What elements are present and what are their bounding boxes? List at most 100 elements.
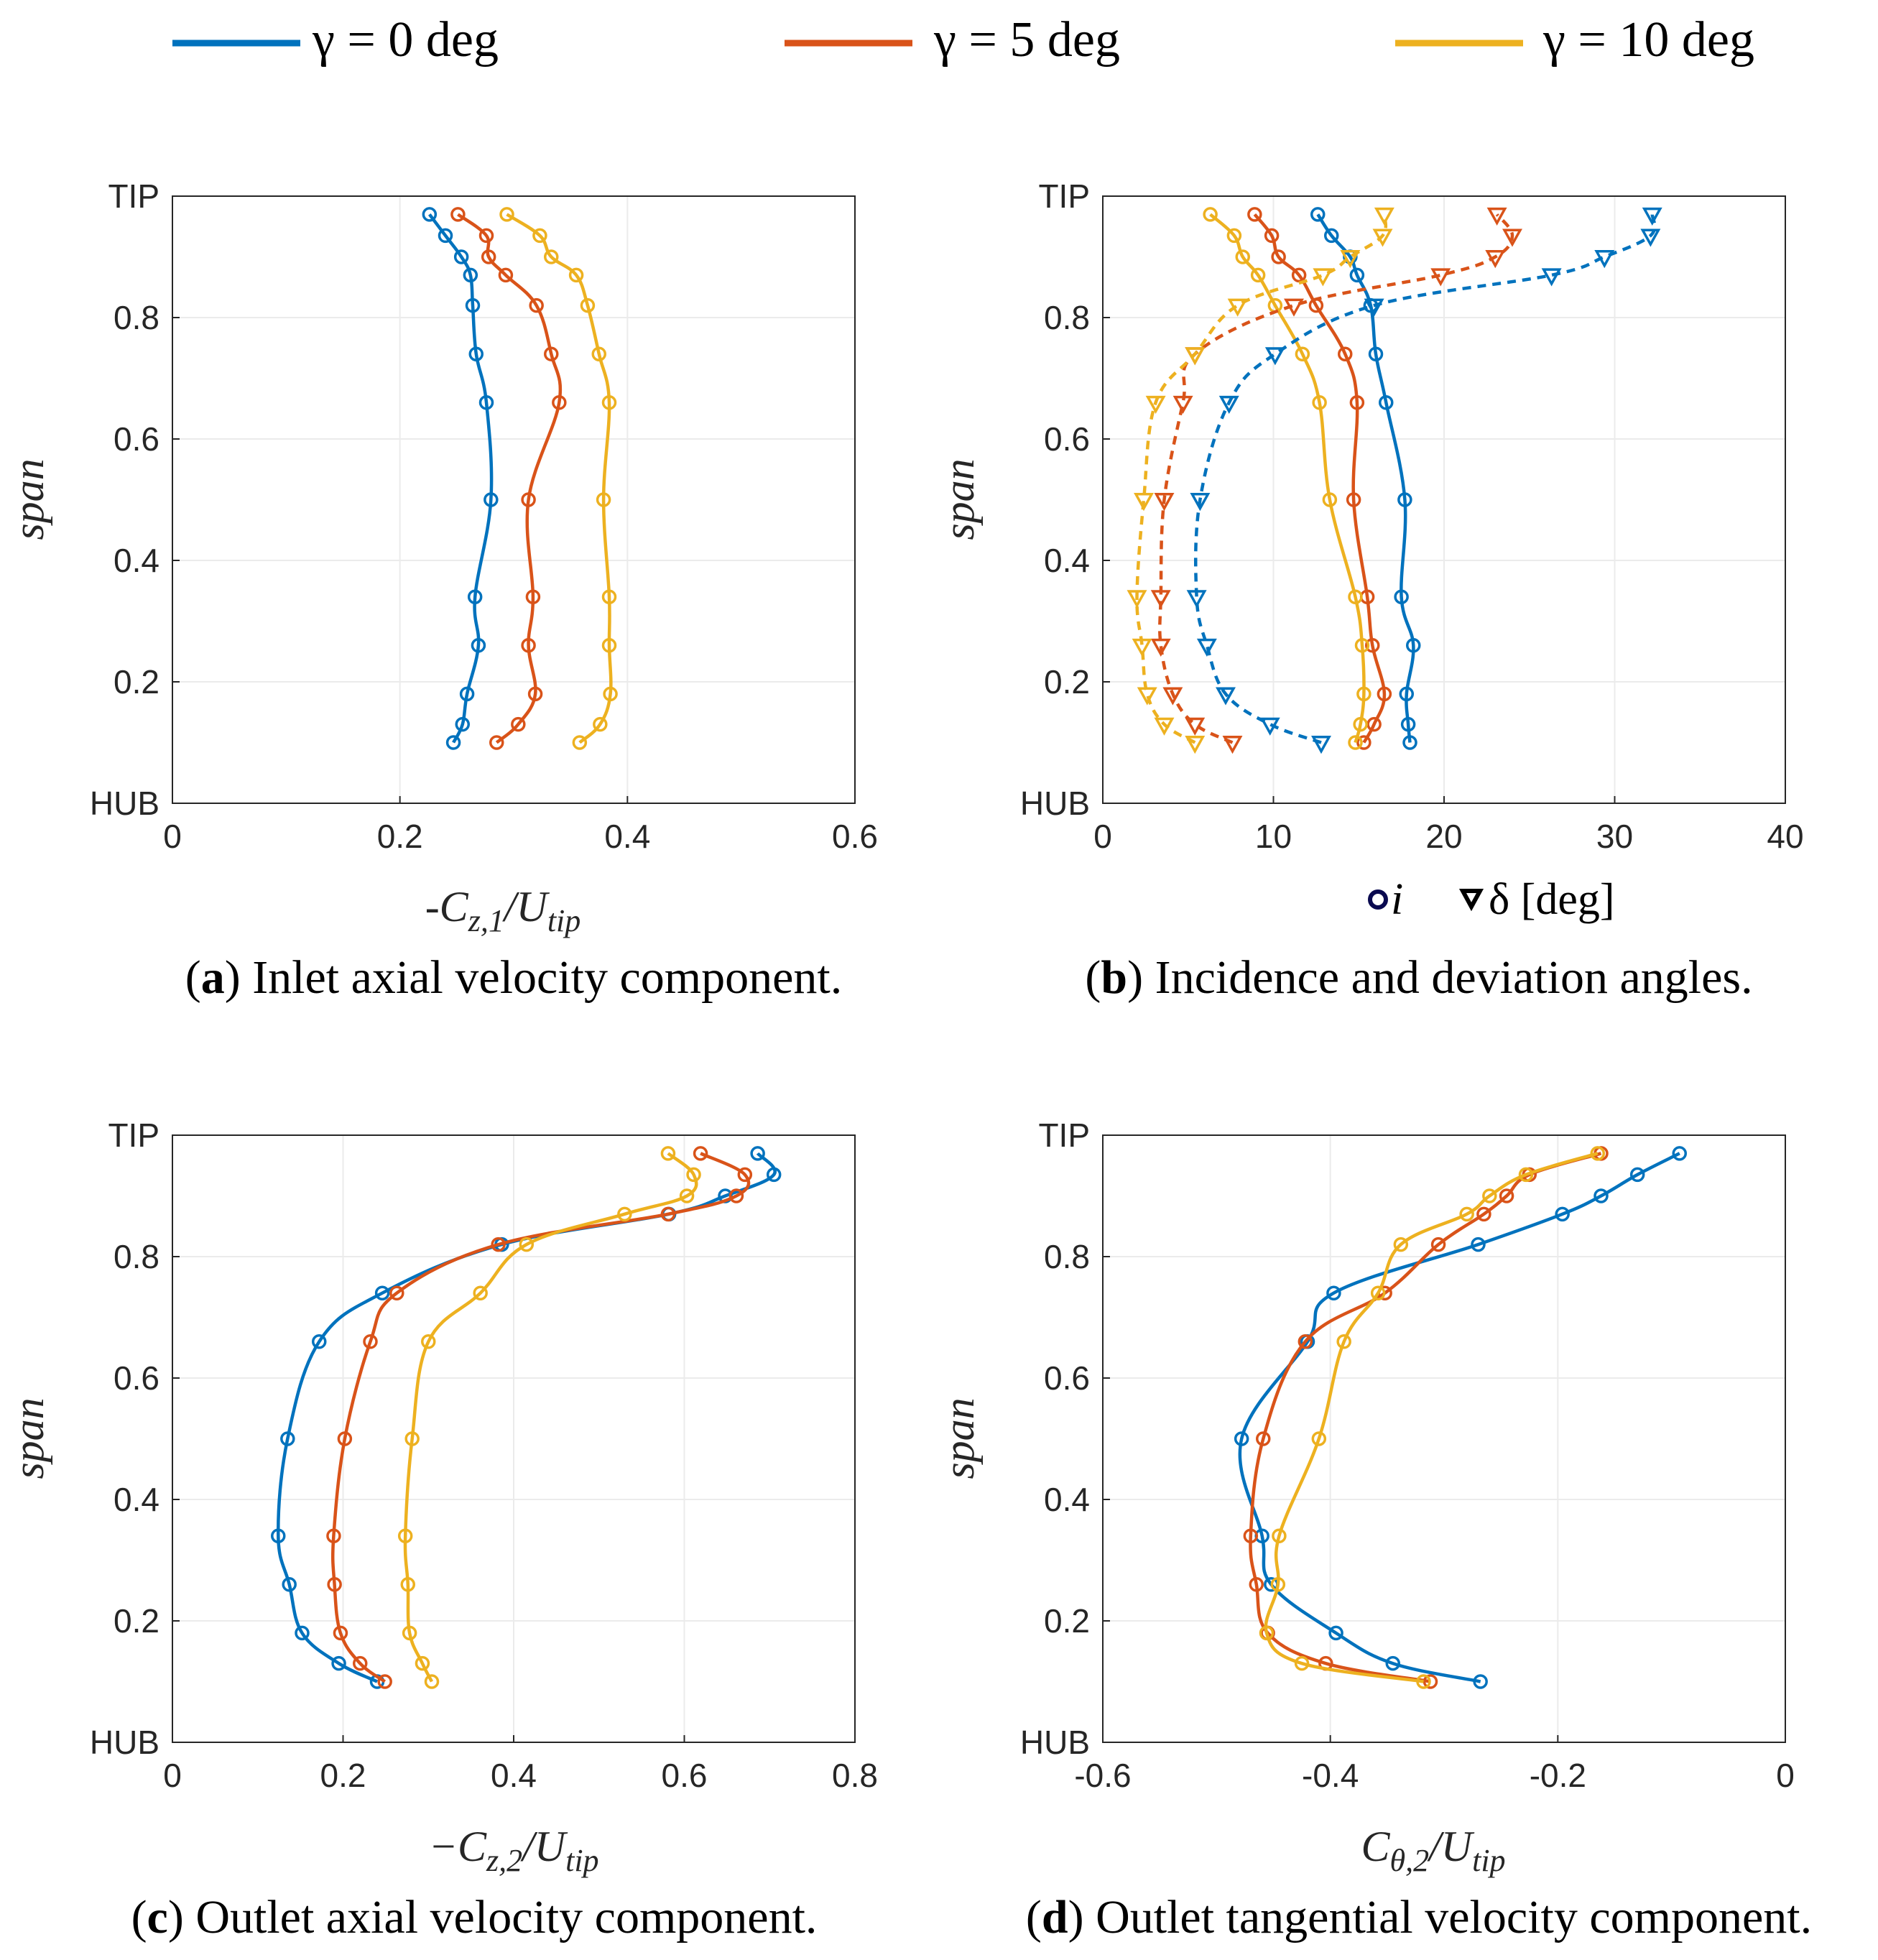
- panel-b-series-2-circle-marker: [1356, 686, 1372, 702]
- panel-d-series-2-circle-marker: [1482, 1188, 1497, 1203]
- panel-d-series-2-circle-marker: [1370, 1285, 1386, 1300]
- panel-b-series: [1127, 207, 1662, 754]
- panel-a-series-0-circle-marker: [422, 207, 438, 222]
- panel-b-series-2-circle-marker: [1250, 267, 1266, 283]
- panel-a-series-2-circle-marker: [499, 207, 514, 222]
- panel-b-series-4-triangle-marker: [1486, 207, 1507, 226]
- panel-d-series-0-circle-marker: [1672, 1146, 1687, 1161]
- panel-d-ytick-label: TIP: [1038, 1117, 1090, 1154]
- panel-b-series-5-triangle-marker: [1185, 736, 1206, 754]
- panel-c-series-0-circle-marker: [331, 1655, 346, 1671]
- panel-c-ytick-label: 0.6: [114, 1359, 159, 1397]
- panel-c-letter: c: [147, 1891, 168, 1943]
- panel-c-series-0-circle-marker: [374, 1285, 390, 1300]
- panel-a-series-0-circle-marker: [459, 686, 475, 702]
- panel-b-caption-text: Incidence and deviation angles.: [1155, 951, 1753, 1004]
- panel-d-xtick-label: -0.4: [1302, 1757, 1359, 1794]
- panel-c-series-2-circle-marker: [660, 1146, 676, 1161]
- panel-b-key-circle-icon: [1368, 889, 1388, 910]
- panel-d-ytick-label: HUB: [1020, 1724, 1090, 1761]
- panel-a-ytick-label: 0.6: [114, 420, 159, 458]
- panel-a-ytick-label: TIP: [108, 177, 159, 215]
- panel-b-series-5-triangle-marker: [1313, 268, 1333, 287]
- panel-a-series-2-circle-marker: [532, 228, 547, 244]
- panel-c: 0 0.2 0.4 0.6 0.8 HUB 0.2 0.4 0.6 0.8 TIP −Cz,2/Ut…: [5, 1117, 878, 1943]
- panel-d-series-2-circle-marker: [1272, 1528, 1287, 1543]
- panel-c-series-2-circle-marker: [686, 1167, 701, 1183]
- panel-b-series-0-circle-marker: [1310, 207, 1326, 222]
- panel-c-series-2-line: [403, 1152, 698, 1683]
- panel-c-series-1-circle-marker: [337, 1431, 353, 1446]
- panel-a-series-2-circle-marker: [544, 249, 559, 264]
- panel-b-xlabel: i δ [deg]: [1368, 875, 1615, 924]
- legend-label-gamma0: γ = 0 deg: [312, 12, 499, 68]
- panel-c-series-0-line: [277, 1152, 777, 1683]
- panel-b-series-0-circle-marker: [1402, 735, 1417, 750]
- panel-c-series-1-circle-marker: [377, 1674, 392, 1689]
- panel-b-key-delta: δ [deg]: [1489, 875, 1615, 924]
- panel-b-series-4-triangle-marker: [1154, 493, 1175, 512]
- panel-a-xlabel: -Cz,1/Utip: [425, 883, 581, 938]
- panel-a-series-1-circle-marker: [552, 395, 567, 410]
- panel-a-series-1-circle-marker: [525, 589, 541, 604]
- panel-c-caption-text: Outlet axial velocity component.: [195, 1891, 817, 1943]
- panel-b-xtick-label: 30: [1596, 818, 1633, 855]
- panel-d-ytick-label: 0.8: [1044, 1238, 1090, 1275]
- panel-b-key-i: i: [1391, 875, 1403, 924]
- panel-b-key-triangle-icon: [1458, 889, 1484, 912]
- legend: γ = 0 deg γ = 5 deg γ = 10 deg: [172, 12, 1754, 68]
- panel-c-xtick-label: 0.4: [491, 1757, 537, 1794]
- panel-b-series-4-triangle-marker: [1172, 395, 1193, 415]
- panel-c-grid: [172, 1134, 856, 1743]
- panel-d-caption-text: Outlet tangential velocity component.: [1096, 1891, 1812, 1943]
- panel-b-series-0-circle-marker: [1397, 492, 1412, 507]
- panel-c-series-2-circle-marker: [424, 1674, 440, 1689]
- panel-b-series-5-triangle-marker: [1127, 590, 1147, 609]
- panel-d-series-1-circle-marker: [1476, 1206, 1491, 1222]
- panel-b-series-3-line: [1193, 214, 1657, 744]
- panel-a-series-2-circle-marker: [591, 346, 606, 361]
- panel-a-series-1-circle-marker: [544, 346, 559, 361]
- panel-a-series-1-circle-marker: [450, 207, 466, 222]
- panel-d-ytick-label: 0.6: [1044, 1359, 1090, 1397]
- panel-a-series-2-circle-marker: [568, 267, 584, 283]
- panel-d-series-0-circle-marker: [1629, 1167, 1645, 1183]
- panel-c-series-0-circle-marker: [750, 1146, 765, 1161]
- panel-b-ytick-label: HUB: [1020, 785, 1090, 822]
- panel-b-ytick-label: 0.4: [1044, 542, 1090, 579]
- panel-b-ytick-label: 0.8: [1044, 299, 1090, 336]
- panel-b-ytick-label: 0.6: [1044, 420, 1090, 458]
- panel-b-series-1-circle-marker: [1264, 228, 1280, 244]
- panel-d-ytick-label: 0.2: [1044, 1602, 1090, 1640]
- panel-c-series-1-circle-marker: [327, 1577, 342, 1592]
- panel-b-series-5-triangle-marker: [1134, 493, 1154, 512]
- panel-a-xtick-label: 0: [163, 818, 182, 855]
- panel-d-ytick-label: 0.4: [1044, 1481, 1090, 1518]
- panel-d-series-1-circle-marker: [1430, 1236, 1446, 1252]
- panel-a-series-2-circle-marker: [580, 297, 596, 313]
- panel-b-series-3-triangle-marker: [1259, 717, 1280, 736]
- panel-b-series-2-line: [1209, 213, 1366, 744]
- legend-label-gamma5: γ = 5 deg: [933, 12, 1120, 68]
- panel-b-letter: b: [1101, 951, 1127, 1004]
- panel-c-ticks: 0 0.2 0.4 0.6 0.8 HUB 0.2 0.4 0.6 0.8 TIP: [90, 1117, 878, 1794]
- panel-b-xtick-label: 40: [1767, 818, 1803, 855]
- panel-b-ticks: 0 10 20 30 40 HUB 0.2 0.4 0.6 0.8 TIP: [1020, 177, 1804, 855]
- panel-d-series-0-circle-marker: [1473, 1674, 1488, 1689]
- panel-b-series-1-circle-marker: [1349, 395, 1365, 410]
- panel-b-series-4-triangle-marker: [1162, 687, 1183, 706]
- panel-c-ytick-label: TIP: [108, 1117, 159, 1154]
- panel-a-series-1-circle-marker: [481, 249, 496, 264]
- panel-d-axes-box: [1102, 1134, 1786, 1743]
- panel-b-series-0-circle-marker: [1379, 395, 1394, 410]
- panel-b-series-3-triangle-marker: [1364, 298, 1384, 317]
- panel-b-caption: (b) Incidence and deviation angles.: [1085, 951, 1752, 1004]
- panel-b-series-2-circle-marker: [1295, 346, 1310, 361]
- panel-b-series-4-triangle-marker: [1150, 638, 1171, 657]
- panel-b-series-0-circle-marker: [1394, 589, 1409, 604]
- panel-a-ytick-label: 0.8: [114, 299, 159, 336]
- panel-b-series-2-circle-marker: [1353, 716, 1368, 732]
- panel-c-series-1-circle-marker: [389, 1285, 404, 1300]
- panel-b-series-2-circle-marker: [1322, 492, 1338, 507]
- panel-c-ylabel: span: [5, 1397, 52, 1479]
